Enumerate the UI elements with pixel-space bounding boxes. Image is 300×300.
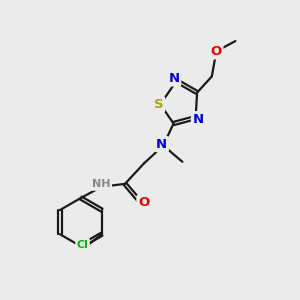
Text: Cl: Cl (76, 239, 88, 250)
Text: S: S (154, 98, 164, 111)
Text: O: O (138, 196, 149, 209)
Text: NH: NH (92, 179, 111, 190)
Text: N: N (156, 138, 167, 151)
Text: N: N (192, 112, 204, 126)
Text: O: O (211, 45, 222, 58)
Text: N: N (169, 72, 180, 85)
